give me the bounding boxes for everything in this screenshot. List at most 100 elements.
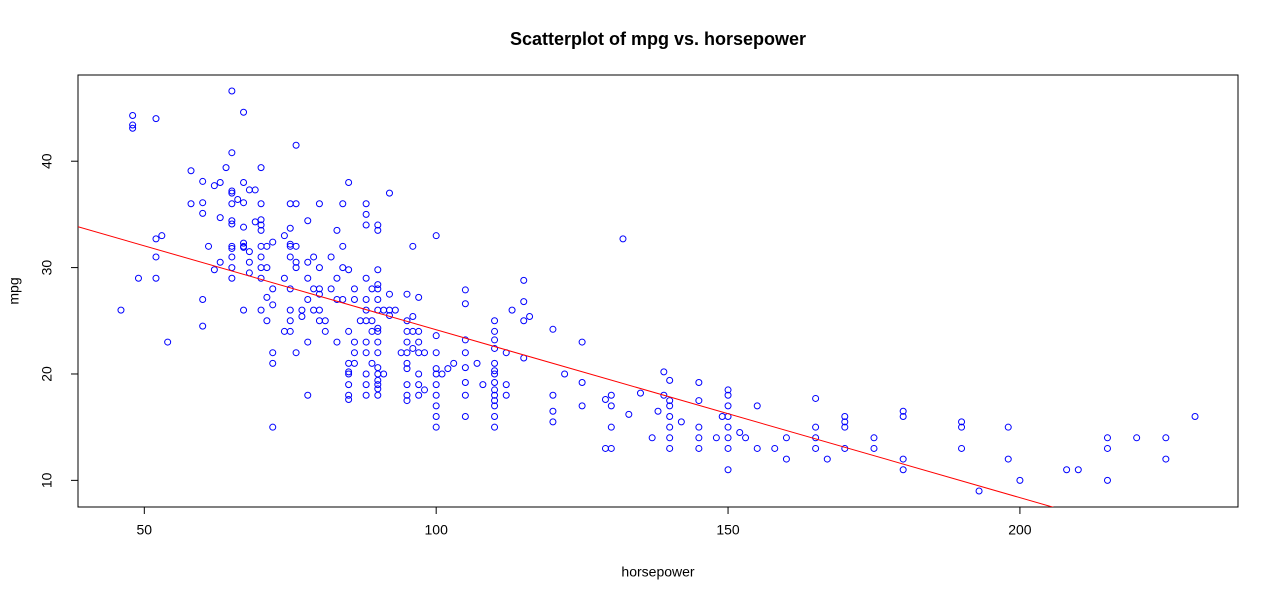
point xyxy=(374,338,382,346)
point xyxy=(666,423,674,431)
point xyxy=(742,434,750,442)
point xyxy=(286,240,294,248)
point xyxy=(380,306,388,314)
point xyxy=(782,455,790,463)
point xyxy=(152,115,160,123)
point xyxy=(958,418,966,426)
point xyxy=(245,258,253,266)
x-tick-label: 150 xyxy=(716,522,740,538)
point xyxy=(380,370,388,378)
point xyxy=(374,285,382,293)
point xyxy=(286,327,294,335)
point xyxy=(666,413,674,421)
point xyxy=(1103,444,1111,452)
point xyxy=(129,124,137,132)
point xyxy=(432,423,440,431)
point xyxy=(403,327,411,335)
point xyxy=(257,264,265,272)
point xyxy=(333,226,341,234)
point xyxy=(362,381,370,389)
point xyxy=(339,242,347,250)
point xyxy=(228,200,236,208)
point xyxy=(1162,455,1170,463)
point xyxy=(240,223,248,231)
point xyxy=(374,296,382,304)
point xyxy=(432,413,440,421)
point xyxy=(304,338,312,346)
point xyxy=(409,313,417,321)
point xyxy=(724,423,732,431)
point xyxy=(251,218,259,226)
point xyxy=(362,296,370,304)
point xyxy=(187,200,195,208)
point xyxy=(315,317,323,325)
point xyxy=(958,423,966,431)
point xyxy=(415,327,423,335)
point xyxy=(199,199,207,207)
point xyxy=(339,296,347,304)
point xyxy=(461,391,469,399)
point xyxy=(240,306,248,314)
point xyxy=(350,338,358,346)
point xyxy=(286,200,294,208)
point xyxy=(280,232,288,240)
point xyxy=(958,444,966,452)
point xyxy=(310,285,318,293)
point xyxy=(356,317,364,325)
point xyxy=(491,391,499,399)
point xyxy=(158,232,166,240)
point xyxy=(228,87,236,95)
point xyxy=(164,338,172,346)
point xyxy=(228,274,236,282)
point xyxy=(736,428,744,436)
point xyxy=(327,285,335,293)
point xyxy=(199,322,207,330)
point xyxy=(415,293,423,301)
point xyxy=(625,410,633,418)
point xyxy=(216,178,224,186)
point xyxy=(403,381,411,389)
point xyxy=(461,413,469,421)
point xyxy=(310,306,318,314)
point xyxy=(304,391,312,399)
point xyxy=(461,349,469,357)
point xyxy=(374,364,382,372)
point xyxy=(269,285,277,293)
point xyxy=(362,210,370,218)
point xyxy=(403,290,411,298)
point xyxy=(374,381,382,389)
point xyxy=(520,298,528,306)
point xyxy=(724,434,732,442)
point xyxy=(508,306,516,314)
point xyxy=(362,391,370,399)
point xyxy=(152,253,160,261)
point xyxy=(841,423,849,431)
point xyxy=(520,276,528,284)
point xyxy=(491,336,499,344)
point xyxy=(228,244,236,252)
point xyxy=(724,402,732,410)
point xyxy=(636,389,644,397)
point xyxy=(152,235,160,243)
point xyxy=(362,370,370,378)
point xyxy=(1004,455,1012,463)
point xyxy=(1103,434,1111,442)
y-tick-label: 30 xyxy=(39,260,55,276)
point xyxy=(257,164,265,172)
point xyxy=(666,434,674,442)
point xyxy=(257,242,265,250)
point xyxy=(345,370,353,378)
point xyxy=(549,325,557,333)
point xyxy=(345,359,353,367)
point xyxy=(403,397,411,405)
point xyxy=(432,381,440,389)
point xyxy=(374,370,382,378)
point xyxy=(491,423,499,431)
point xyxy=(216,258,224,266)
point xyxy=(549,391,557,399)
point xyxy=(210,182,218,190)
point xyxy=(245,186,253,194)
point xyxy=(240,178,248,186)
point xyxy=(782,434,790,442)
point xyxy=(292,200,300,208)
